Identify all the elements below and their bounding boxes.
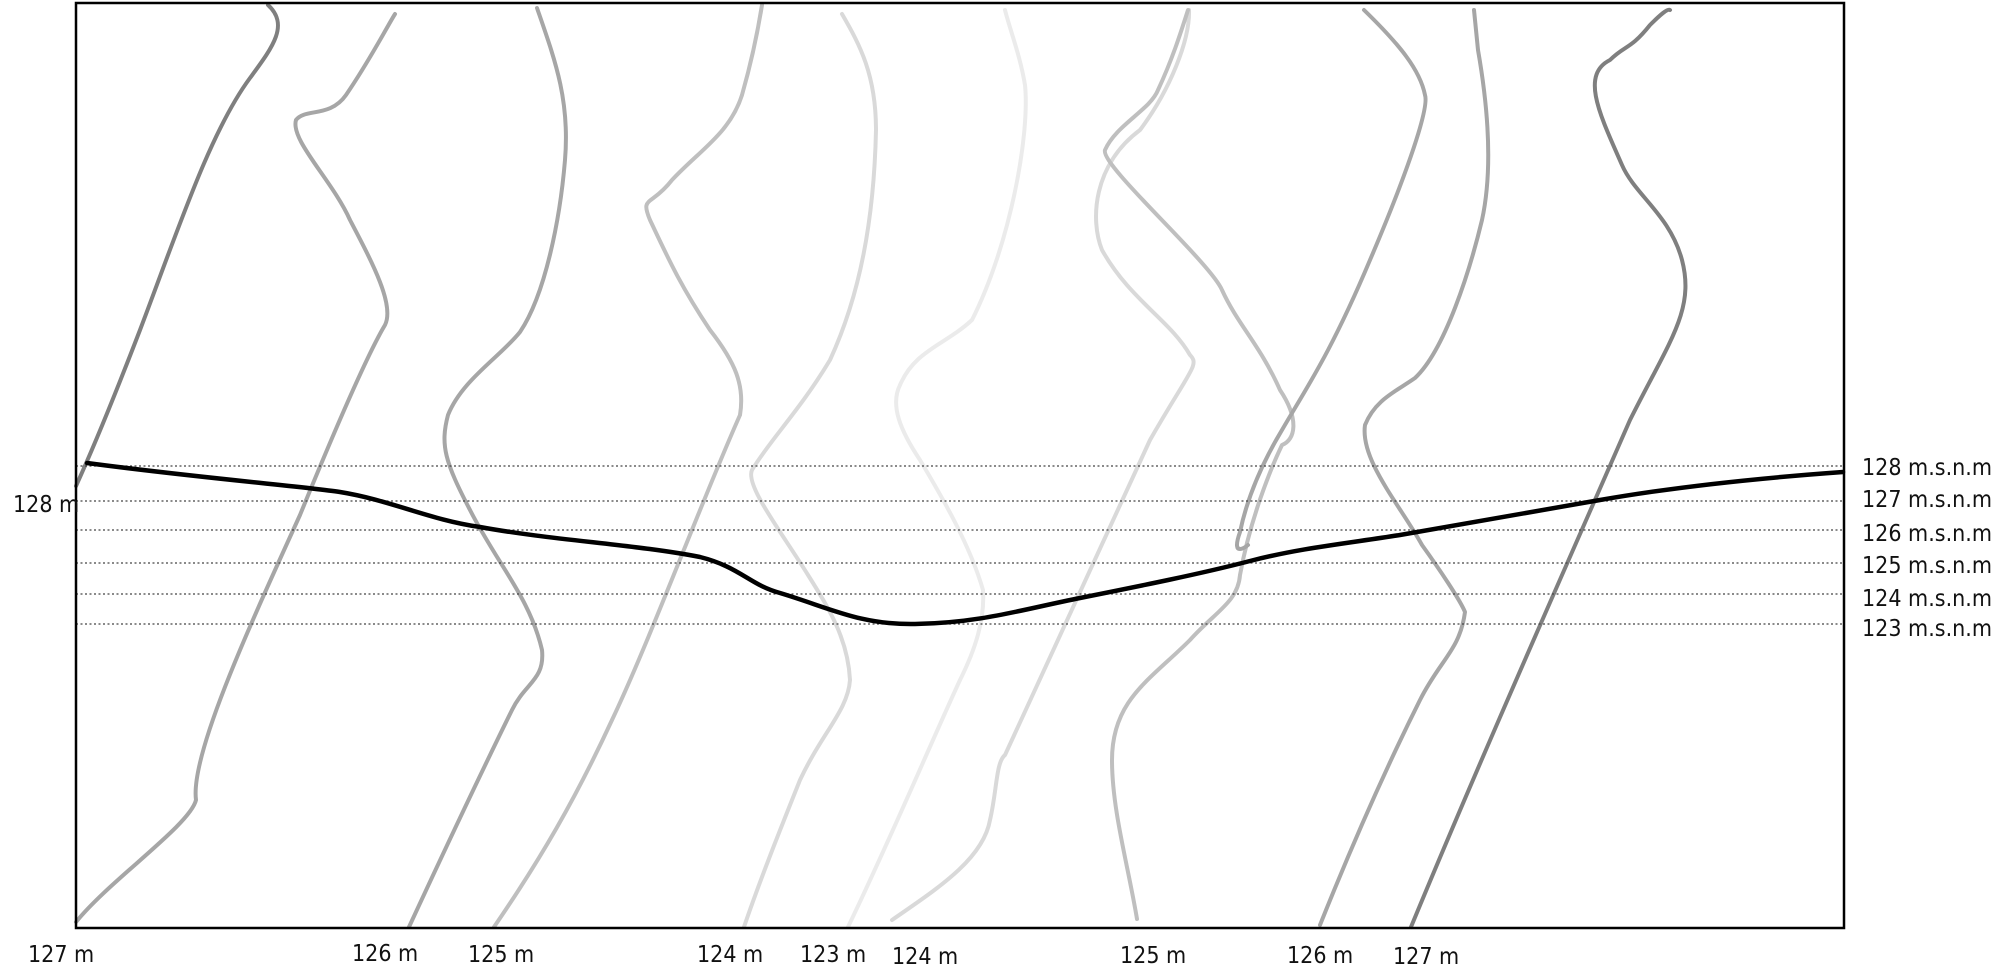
elevation-label: 123 m.s.n.m — [1862, 616, 1991, 642]
contour-line-126-right — [1318, 8, 1491, 927]
elevation-label: 125 m.s.n.m — [1862, 553, 1991, 579]
elevation-label: 127 m.s.n.m — [1862, 487, 1991, 513]
elevation-label: 128 m.s.n.m — [1862, 455, 1991, 481]
contour-line-128-right — [1409, 7, 1688, 929]
contour-label-bottom: 124 m — [697, 942, 763, 968]
contour-label-left: 128 m — [13, 492, 79, 518]
contour-line-124-left — [742, 12, 878, 929]
contour-line-127-right — [1235, 8, 1428, 551]
contour-label-bottom: 125 m — [468, 942, 534, 968]
contour-label-bottom: 127 m — [1393, 944, 1459, 970]
contour-label-bottom: 123 m — [800, 942, 866, 968]
contour-lines — [74, 3, 1688, 929]
contour-label-bottom: 124 m — [892, 944, 958, 970]
elevation-label: 126 m.s.n.m — [1862, 521, 1991, 547]
contour-label-bottom: 125 m — [1120, 943, 1186, 969]
contour-line-124-right — [890, 8, 1196, 922]
terrain-profile-line — [84, 460, 1846, 627]
contour-label-bottom: 127 m — [28, 942, 94, 968]
contour-line-128-left — [74, 3, 280, 488]
contour-line-127-left — [74, 12, 397, 924]
contour-label-bottom: 126 m — [352, 941, 418, 967]
contour-line-126-left — [407, 6, 568, 929]
elevation-guides — [76, 465, 1844, 625]
contour-line-125-right — [1103, 8, 1296, 921]
elevation-label: 124 m.s.n.m — [1862, 586, 1991, 612]
contour-line-123 — [846, 8, 1028, 929]
contour-label-bottom: 126 m — [1287, 943, 1353, 969]
map-frame — [74, 1, 1846, 930]
elevation-labels: 128 m.s.n.m 127 m.s.n.m 126 m.s.n.m 125 … — [1862, 455, 1991, 642]
contour-labels: 128 m 127 m 126 m 125 m 124 m 123 m 124 … — [13, 492, 1459, 970]
contour-line-125-left — [492, 3, 764, 929]
